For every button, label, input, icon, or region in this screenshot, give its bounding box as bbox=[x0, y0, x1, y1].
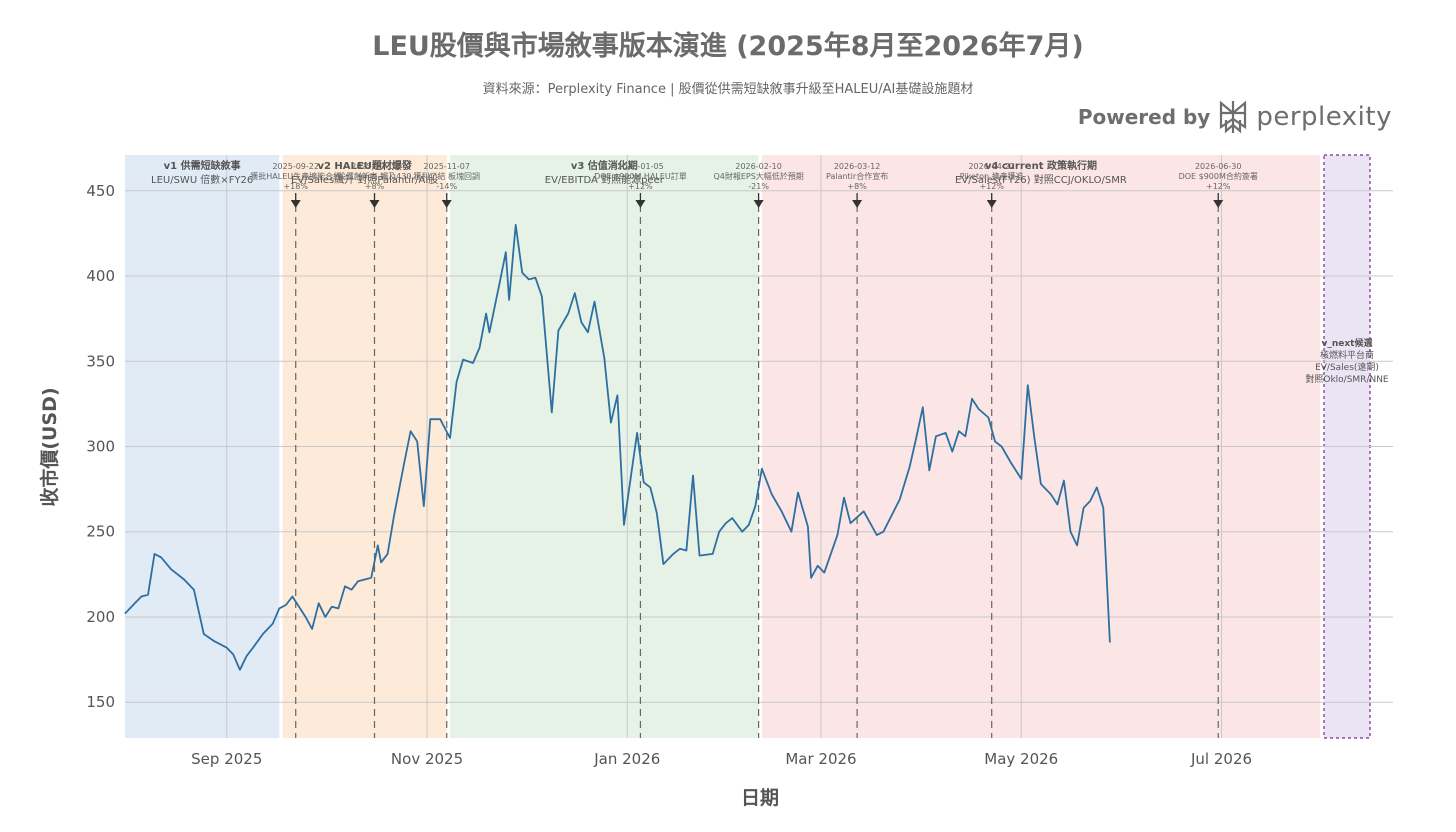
event-arrow-head-7 bbox=[986, 200, 997, 208]
event-date-7: 2026-04-22 bbox=[968, 162, 1015, 171]
event-change-6: +8% bbox=[847, 182, 867, 191]
region-title-1: v1 供需短缺敘事 bbox=[164, 159, 241, 172]
series-layer bbox=[124, 224, 1111, 671]
event-change-8: +12% bbox=[1206, 182, 1231, 191]
event-change-3: -14% bbox=[436, 182, 457, 191]
event-date-4: 2026-01-05 bbox=[617, 162, 664, 171]
next-region-line-1: 核燃料平台商 bbox=[1320, 349, 1374, 361]
next-region-line-3: 對照Oklo/SMR/NNE bbox=[1305, 373, 1389, 385]
event-date-8: 2026-06-30 bbox=[1195, 162, 1242, 171]
x-tick-label-1: Sep 2025 bbox=[191, 750, 262, 768]
y-tick-label-450: 450 bbox=[86, 182, 115, 200]
y-axis-label: 收市價(USD) bbox=[38, 387, 61, 506]
event-arrow-head-2 bbox=[369, 200, 380, 208]
event-change-5: -21% bbox=[748, 182, 769, 191]
event-arrow-head-1 bbox=[290, 200, 301, 208]
x-tick-label-5: May 2026 bbox=[984, 750, 1058, 768]
event-date-2: 2025-10-16 bbox=[351, 162, 398, 171]
event-arrow-head-4 bbox=[635, 200, 646, 208]
perplexity-logo-icon bbox=[1220, 100, 1247, 134]
powered-by-label: Powered by bbox=[1077, 105, 1211, 129]
event-change-7: +12% bbox=[979, 182, 1004, 191]
powered-by-badge: Powered by perplexity bbox=[1078, 100, 1392, 134]
region-desc-1: LEU/SWU 倍數×FY26 bbox=[151, 173, 253, 186]
event-desc-1: 獲批HALEU生產擴能合約 bbox=[250, 171, 341, 181]
region-title-3: v3 估值消化期 bbox=[571, 159, 638, 172]
event-desc-6: Palantir合作宣布 bbox=[826, 171, 888, 181]
event-desc-7: Piketon 擴產獲准 bbox=[960, 171, 1024, 181]
next-region-title: v_next候選 bbox=[1322, 337, 1374, 349]
event-change-2: +8% bbox=[365, 182, 385, 191]
axes-layer: 150 200 250 300 350 400 450 Sep 2025 Nov 2025 Jan… bbox=[38, 182, 1252, 809]
next-region-line-2: EV/Sales(遠期) bbox=[1315, 361, 1379, 373]
event-date-3: 2025-11-07 bbox=[423, 162, 470, 171]
x-tick-label-2: Nov 2025 bbox=[391, 750, 463, 768]
event-change-4: +12% bbox=[628, 182, 653, 191]
region-desc-4: EV/Sales(FY26) 對照CCJ/OKLO/SMR bbox=[955, 173, 1127, 186]
brand-label: perplexity bbox=[1256, 102, 1392, 132]
event-date-5: 2026-02-10 bbox=[735, 162, 782, 171]
chart-title: LEU股價與市場敘事版本演進 (2025年8月至2026年7月) bbox=[372, 31, 1084, 62]
event-change-1: +18% bbox=[283, 182, 308, 191]
y-tick-label-250: 250 bbox=[86, 523, 115, 541]
y-tick-label-150: 150 bbox=[86, 693, 115, 711]
event-desc-5: Q4財報EPS大幅低於預期 bbox=[713, 171, 803, 181]
price-line-1 bbox=[124, 224, 1111, 671]
y-tick-label-300: 300 bbox=[86, 438, 115, 456]
x-tick-label-4: Mar 2026 bbox=[785, 750, 856, 768]
y-tick-label-350: 350 bbox=[86, 352, 115, 370]
event-arrow-head-5 bbox=[753, 200, 764, 208]
region-desc-2: EV/Sales飆升 對照Palantir/AI股 bbox=[291, 173, 438, 186]
x-tick-label-3: Jan 2026 bbox=[593, 750, 660, 768]
region-title-2: v2 HALEU題材爆發 bbox=[317, 159, 411, 172]
region-desc-3: EV/EBITDA 對照能源peer bbox=[545, 173, 665, 186]
x-tick-label-6: Jul 2026 bbox=[1190, 750, 1252, 768]
event-arrow-head-3 bbox=[441, 200, 452, 208]
event-desc-8: DOE $900M合約簽署 bbox=[1179, 171, 1258, 181]
y-tick-label-400: 400 bbox=[86, 267, 115, 285]
event-desc-2: 股價創新高 觸及430 bbox=[338, 171, 412, 181]
event-layer bbox=[290, 193, 1224, 738]
event-arrow-head-8 bbox=[1213, 200, 1224, 208]
y-tick-label-200: 200 bbox=[86, 608, 115, 626]
x-axis-label: 日期 bbox=[741, 787, 779, 809]
region-title-4: v4 current 政策執行期 bbox=[985, 159, 1097, 172]
event-arrow-head-6 bbox=[852, 200, 863, 208]
event-desc-3: 獲利了結 板塊回調 bbox=[413, 171, 480, 181]
event-date-6: 2026-03-12 bbox=[834, 162, 881, 171]
chart-subtitle: 資料來源：Perplexity Finance | 股價從供需短缺敘事升級至HA… bbox=[482, 82, 974, 97]
event-date-1: 2025-09-22 bbox=[272, 162, 319, 171]
event-desc-4: DOE $900M HALEU訂單 bbox=[594, 171, 687, 181]
